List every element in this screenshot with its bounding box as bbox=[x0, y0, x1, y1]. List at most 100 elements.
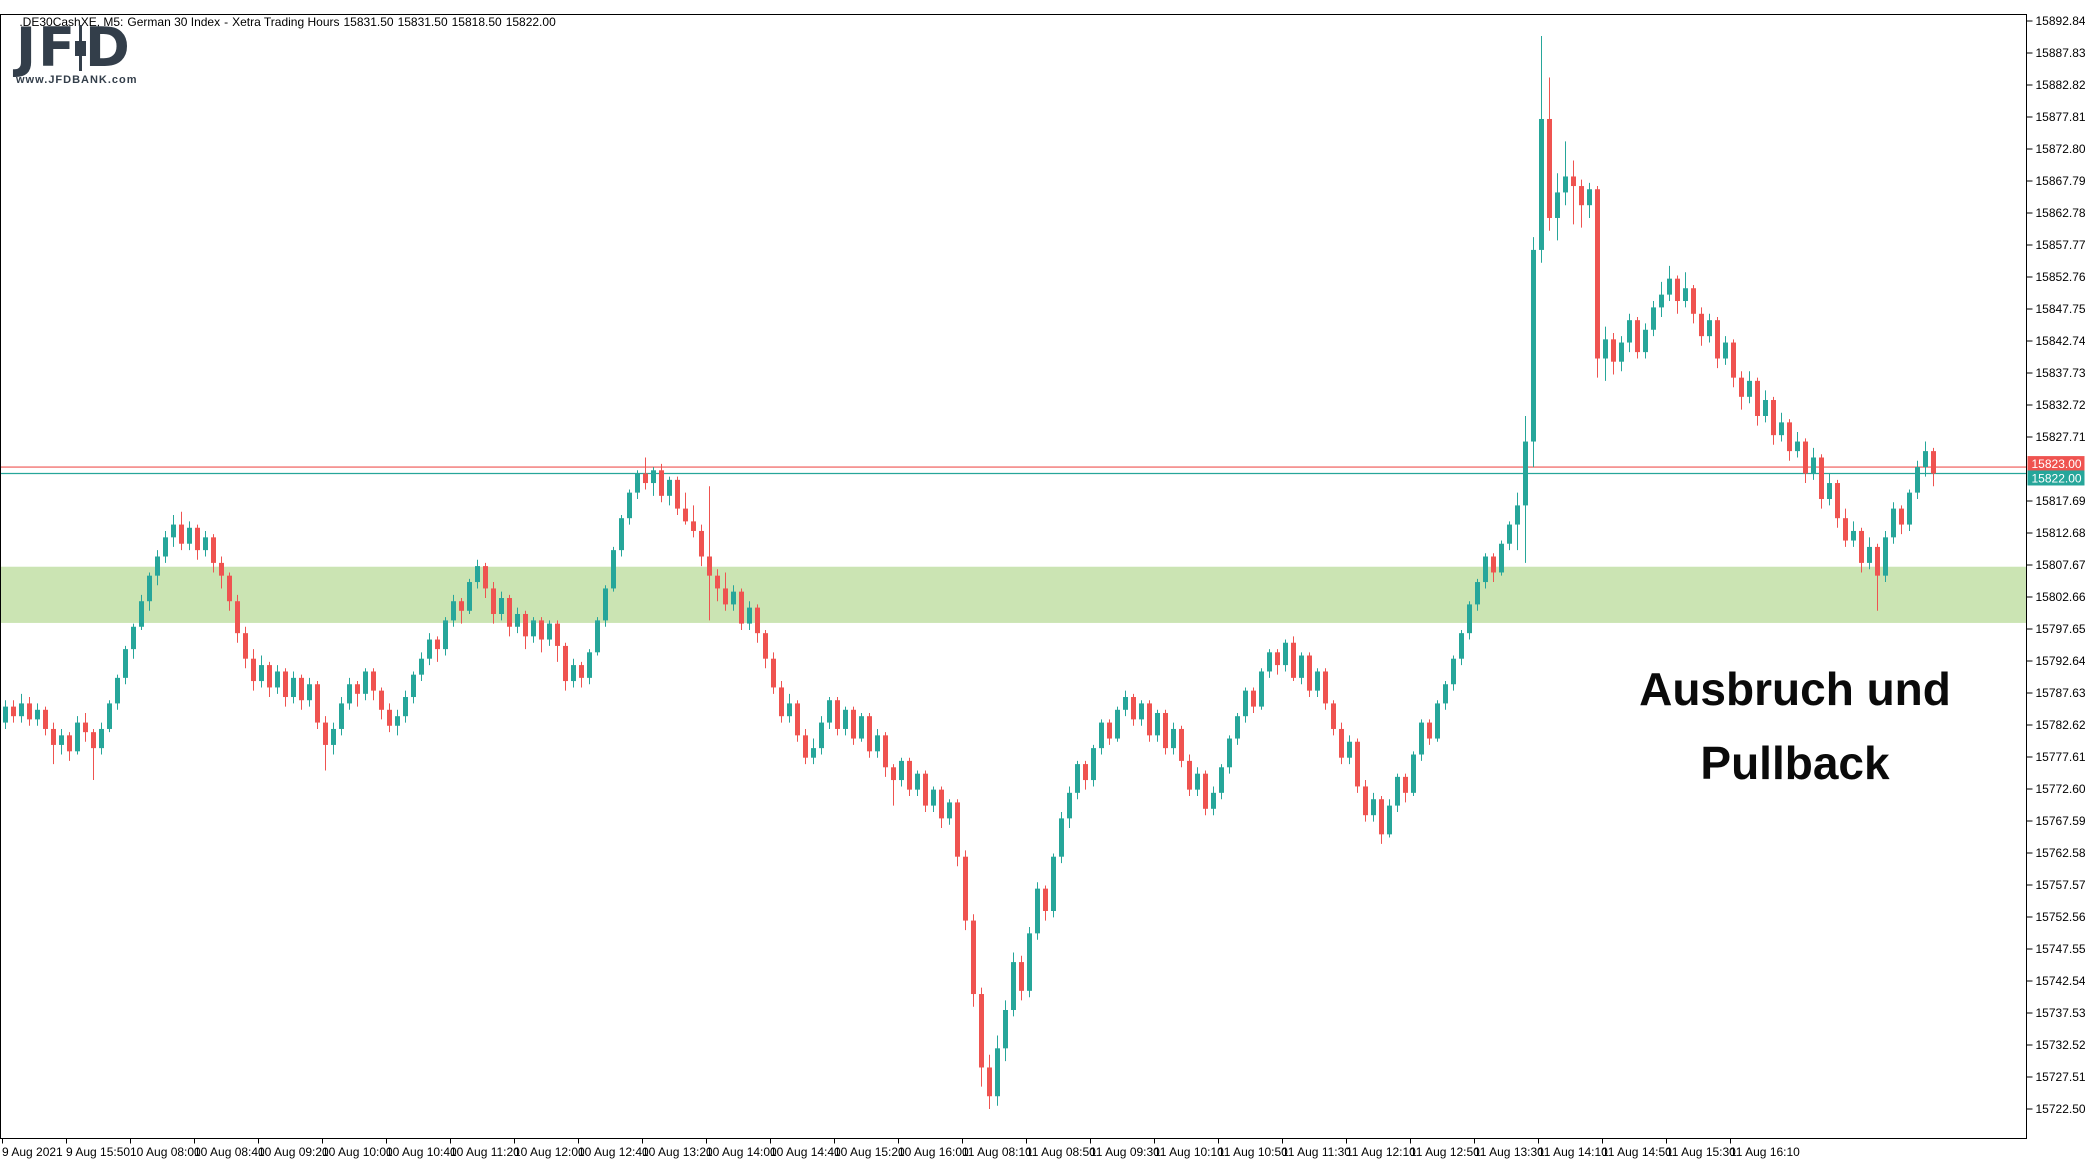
candle bbox=[1075, 760, 1080, 800]
candle bbox=[1475, 578, 1480, 611]
candle bbox=[1883, 530, 1888, 583]
candle bbox=[907, 757, 912, 797]
candle bbox=[843, 706, 848, 736]
candle bbox=[1227, 735, 1232, 774]
candle bbox=[163, 530, 168, 563]
candle bbox=[1043, 885, 1048, 921]
price-tick-label: 15792.64 bbox=[2036, 654, 2085, 668]
candle bbox=[707, 486, 712, 621]
time-tick-label: 11 Aug 08:50 bbox=[1026, 1145, 1096, 1159]
price-scale[interactable]: 15892.84 15887.83 15882.82 15877.81 15872.80… bbox=[2026, 14, 2085, 1116]
candle bbox=[1067, 786, 1072, 828]
price-tick-label: 15867.79 bbox=[2036, 174, 2085, 188]
price-tick-label: 15737.53 bbox=[2036, 1006, 2085, 1020]
candle bbox=[1891, 502, 1896, 544]
candle bbox=[1411, 751, 1416, 797]
candle bbox=[371, 668, 376, 701]
svg-text:15822.00: 15822.00 bbox=[2032, 471, 2082, 485]
time-tick-label: 10 Aug 09:20 bbox=[258, 1145, 329, 1159]
candle bbox=[1003, 1000, 1008, 1062]
candle bbox=[443, 617, 448, 656]
candle bbox=[467, 578, 472, 614]
candle bbox=[11, 700, 16, 723]
candle bbox=[3, 700, 8, 729]
candle bbox=[963, 850, 968, 931]
candle bbox=[835, 697, 840, 736]
price-tick-label: 15857.77 bbox=[2036, 238, 2085, 252]
candle bbox=[755, 604, 760, 643]
annotation-text[interactable]: Ausbruch und Pullback bbox=[1580, 652, 2010, 800]
candle bbox=[563, 642, 568, 691]
candle bbox=[851, 706, 856, 745]
candle bbox=[211, 534, 216, 573]
candle bbox=[715, 569, 720, 602]
candle bbox=[115, 674, 120, 710]
candle bbox=[267, 661, 272, 698]
candle bbox=[891, 764, 896, 806]
candle bbox=[1707, 313, 1712, 343]
price-tick-label: 15842.74 bbox=[2036, 334, 2085, 348]
candle bbox=[83, 712, 88, 742]
ohlc-high: 15831.50 bbox=[397, 15, 448, 29]
candle bbox=[1403, 773, 1408, 803]
candle bbox=[107, 700, 112, 733]
candle bbox=[1811, 447, 1816, 480]
candle bbox=[1371, 792, 1376, 822]
candle bbox=[515, 607, 520, 634]
candle bbox=[683, 492, 688, 525]
candle bbox=[1387, 799, 1392, 838]
ohlc-low: 15818.50 bbox=[451, 15, 502, 29]
candle bbox=[1715, 316, 1720, 369]
candle bbox=[395, 709, 400, 736]
candle bbox=[123, 645, 128, 685]
price-tick-label: 15747.55 bbox=[2036, 942, 2085, 956]
candle bbox=[1771, 396, 1776, 445]
candle bbox=[307, 677, 312, 707]
candle bbox=[1131, 693, 1136, 726]
candle bbox=[731, 585, 736, 611]
candle bbox=[131, 623, 136, 659]
candle bbox=[939, 786, 944, 828]
candle bbox=[203, 530, 208, 557]
candle bbox=[1355, 738, 1360, 793]
time-tick-label: 10 Aug 11:20 bbox=[450, 1145, 520, 1159]
candle bbox=[1691, 285, 1696, 324]
price-tick-label: 15752.56 bbox=[2036, 910, 2085, 924]
price-tick-label: 15742.54 bbox=[2036, 974, 2085, 988]
candle bbox=[763, 629, 768, 669]
candle bbox=[643, 457, 648, 490]
candle bbox=[1643, 323, 1648, 359]
candle bbox=[795, 700, 800, 742]
candle bbox=[299, 674, 304, 710]
ohlc-close: 15822.00 bbox=[505, 15, 556, 29]
annotation-line2: Pullback bbox=[1700, 737, 1890, 789]
candle bbox=[1235, 712, 1240, 745]
candle bbox=[1491, 553, 1496, 583]
candle bbox=[459, 598, 464, 624]
price-tick-label: 15817.69 bbox=[2036, 494, 2085, 508]
candle bbox=[595, 617, 600, 656]
candle bbox=[1763, 390, 1768, 423]
candle bbox=[667, 476, 672, 506]
candle bbox=[555, 620, 560, 662]
candle bbox=[1155, 709, 1160, 742]
candle bbox=[1083, 760, 1088, 790]
candle bbox=[1451, 655, 1456, 691]
candle bbox=[1099, 719, 1104, 755]
candle bbox=[1339, 722, 1344, 765]
time-tick-label: 11 Aug 13:30 bbox=[1474, 1145, 1544, 1159]
candle bbox=[827, 697, 832, 729]
candle bbox=[771, 652, 776, 694]
chart-title: .DE30CashXE, M5: German 30 Index - Xetra Tr… bbox=[6, 1, 560, 43]
candle bbox=[1363, 780, 1368, 822]
candle bbox=[1659, 281, 1664, 317]
candle bbox=[1323, 668, 1328, 710]
candle bbox=[1379, 796, 1384, 844]
candle bbox=[1755, 377, 1760, 426]
candle bbox=[1467, 601, 1472, 640]
support-zone[interactable] bbox=[0, 566, 2027, 623]
candle bbox=[1147, 700, 1152, 742]
candle bbox=[1531, 237, 1536, 468]
